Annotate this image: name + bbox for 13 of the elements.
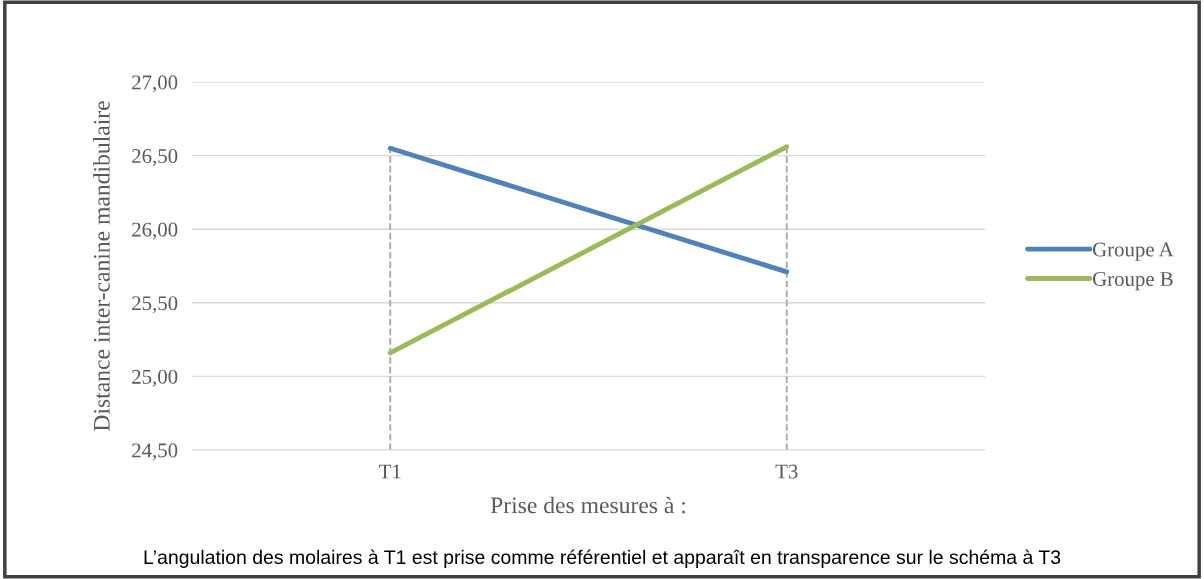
y-tick-label: 27,00 bbox=[132, 75, 178, 93]
y-tick-label: 26,00 bbox=[132, 222, 178, 240]
legend-label: Groupe A bbox=[1092, 242, 1174, 261]
x-tick-label: T3 bbox=[775, 464, 798, 479]
y-tick-label: 26,50 bbox=[132, 148, 178, 167]
y-tick-label: 24,50 bbox=[132, 443, 178, 461]
legend-label: Groupe B bbox=[1092, 272, 1173, 291]
y-tick-label: 25,50 bbox=[132, 296, 178, 314]
text: L’angulation des molaires à T1 est prise comme référentiel et apparaît en transparence sur le schéma à T3 bbox=[144, 549, 1061, 568]
x-tick-label: T1 bbox=[379, 464, 401, 479]
y-axis-title: Distance inter-canine mandibulaire bbox=[93, 101, 110, 431]
y-tick-label: 25,00 bbox=[132, 369, 178, 387]
x-axis-title: Prise des mesures à : bbox=[490, 496, 685, 514]
